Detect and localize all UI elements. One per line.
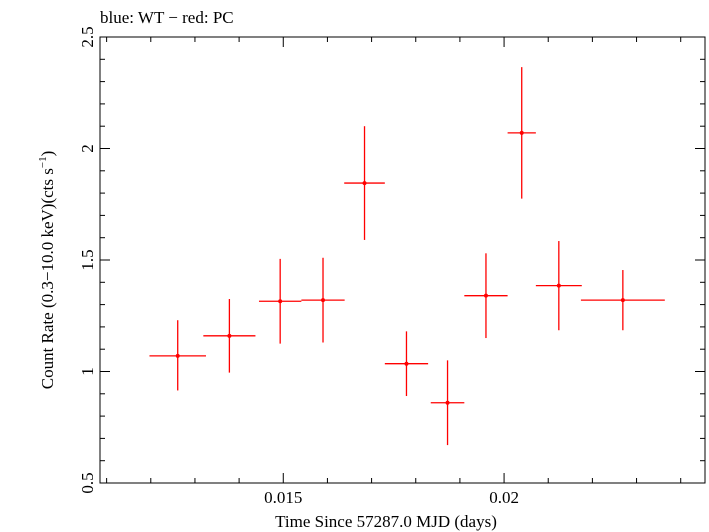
- y-axis-label-end: ): [38, 151, 57, 157]
- x-axis-label: Time Since 57287.0 MJD (days): [275, 512, 497, 531]
- y-tick-label: 2: [78, 144, 97, 153]
- point-marker: [227, 333, 232, 338]
- axis-ticks: [100, 36, 705, 484]
- point-marker: [620, 298, 625, 303]
- y-tick-label: 1.5: [78, 249, 97, 270]
- data-point: [149, 320, 206, 391]
- point-marker: [175, 353, 180, 358]
- data-point: [507, 67, 536, 199]
- data-point: [344, 126, 385, 240]
- data-point: [430, 360, 465, 446]
- point-marker: [278, 299, 283, 304]
- data-point: [301, 257, 345, 343]
- data-point: [203, 299, 256, 373]
- y-tick-labels: 0.5 1 1.5 2 2.5: [78, 26, 97, 493]
- chart-title: blue: WT − red: PC: [100, 8, 234, 27]
- x-tick-label: 0.02: [489, 488, 519, 507]
- point-marker: [362, 181, 367, 186]
- y-axis-label-sup: −1: [37, 156, 49, 168]
- data-point: [258, 258, 302, 344]
- point-marker: [483, 293, 488, 298]
- point-marker: [404, 361, 409, 366]
- y-axis-label: Count Rate (0.3−10.0 keV)(cts s−1): [37, 151, 57, 390]
- y-tick-label: 1: [78, 367, 97, 376]
- data-point: [535, 241, 582, 331]
- x-tick-labels: 0.015 0.02: [264, 488, 519, 507]
- y-tick-label: 2.5: [78, 26, 97, 47]
- plot-frame: [99, 36, 706, 484]
- data-point: [464, 253, 508, 339]
- point-marker: [321, 298, 326, 303]
- y-tick-label: 0.5: [78, 472, 97, 493]
- data-point: [384, 331, 429, 397]
- point-marker: [445, 400, 450, 405]
- data-point: [580, 270, 665, 331]
- point-marker: [519, 130, 524, 135]
- point-marker: [556, 283, 561, 288]
- y-axis-label-main: Count Rate (0.3−10.0 keV)(cts s: [38, 168, 57, 389]
- x-tick-label: 0.015: [264, 488, 302, 507]
- data-series: [149, 67, 665, 446]
